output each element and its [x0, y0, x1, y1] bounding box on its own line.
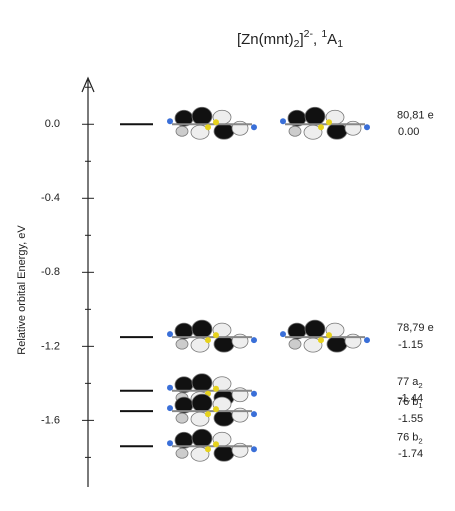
text-part: 78,79 e [397, 322, 434, 334]
level-value: -1.74 [398, 448, 423, 460]
atom [364, 124, 370, 130]
atom [213, 386, 219, 392]
lobe [192, 429, 212, 447]
lobe [327, 123, 347, 139]
atom [213, 119, 219, 125]
atom [205, 411, 211, 417]
orbital-picture [280, 320, 370, 352]
lobe [289, 126, 301, 136]
atom [251, 411, 257, 417]
atom [213, 441, 219, 447]
text-part: , [313, 31, 321, 48]
lobe [214, 123, 234, 139]
orbital-picture [167, 320, 257, 352]
lobe [176, 448, 188, 458]
level-value: -1.15 [398, 339, 423, 351]
atom [167, 440, 173, 446]
lobe [192, 107, 212, 125]
text-part: 80,81 e [397, 109, 434, 121]
atom [213, 332, 219, 338]
text-part: 2 [418, 381, 422, 390]
atom [280, 118, 286, 124]
y-tick-label: -0.4 [41, 192, 60, 204]
atom [213, 406, 219, 412]
text-part: 1 [418, 401, 422, 410]
level-value: 0.00 [398, 126, 419, 138]
text-part: 76 b [397, 396, 418, 408]
y-tick-label: -1.6 [41, 414, 60, 426]
level-name: 77 a2 [397, 376, 423, 390]
lobe [214, 410, 234, 426]
atom [167, 331, 173, 337]
orbital-picture [167, 107, 257, 139]
level-name: 78,79 e [397, 322, 434, 334]
orbital-picture [280, 107, 370, 139]
lobe [176, 339, 188, 349]
atom [251, 124, 257, 130]
atom [167, 118, 173, 124]
lobe [214, 445, 234, 461]
lobe [192, 374, 212, 392]
orbital-picture [167, 429, 257, 461]
text-part: 1 [337, 38, 343, 50]
atom [251, 391, 257, 397]
atom [326, 332, 332, 338]
text-part: A [327, 31, 337, 48]
chart-title: [Zn(mnt)2]2-, 1A1 [237, 28, 343, 50]
atom [205, 124, 211, 130]
atom [167, 405, 173, 411]
atom [318, 124, 324, 130]
atom [364, 337, 370, 343]
lobe [327, 336, 347, 352]
lobe [214, 336, 234, 352]
y-tick-label: -1.2 [41, 340, 60, 352]
text-part: 77 a [397, 376, 419, 388]
text-part: [Zn(mnt) [237, 31, 294, 48]
lobe [289, 339, 301, 349]
atom [205, 446, 211, 452]
atom [318, 337, 324, 343]
atom [251, 446, 257, 452]
y-axis-label: Relative orbital Energy, eV [16, 225, 28, 355]
atom [205, 337, 211, 343]
text-part: 76 b [397, 431, 418, 443]
level-value: -1.55 [398, 413, 423, 425]
atom [326, 119, 332, 125]
lobe [176, 413, 188, 423]
level-name: 76 b2 [397, 431, 423, 445]
chart: [Zn(mnt)2]2-, 1A1 Relative orbital Energ… [0, 0, 455, 511]
lobe [192, 320, 212, 338]
lobe [305, 107, 325, 125]
y-tick-label: -0.8 [41, 266, 60, 278]
atom [280, 331, 286, 337]
atom [251, 337, 257, 343]
lobe [192, 394, 212, 412]
level-name: 80,81 e [397, 109, 434, 121]
lobe [176, 126, 188, 136]
atom [167, 385, 173, 391]
lobe [305, 320, 325, 338]
text-part: 2 [418, 436, 422, 445]
y-tick-label: 0.0 [45, 118, 60, 130]
